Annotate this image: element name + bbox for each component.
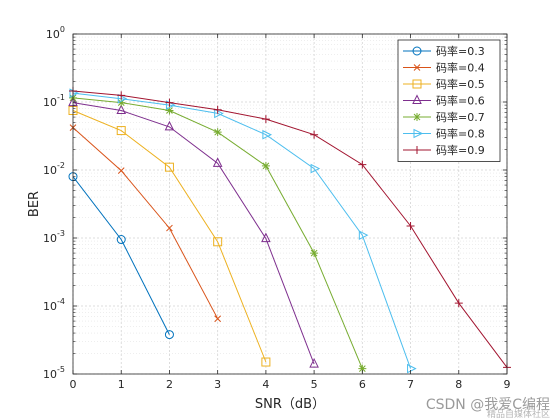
series-line xyxy=(72,90,508,368)
data-point xyxy=(165,106,174,115)
data-point xyxy=(358,160,367,169)
legend-entry: 码率=0.7 xyxy=(403,110,485,124)
data-point xyxy=(261,357,271,367)
y-axis-ticks: 100 10-1 10-2 10-3 10-4 10-5 xyxy=(43,25,507,381)
data-point xyxy=(117,167,125,174)
x-tick-label: 3 xyxy=(214,378,221,391)
series-3 xyxy=(68,105,271,367)
data-point xyxy=(213,128,222,137)
data-point xyxy=(413,128,424,139)
data-point xyxy=(454,299,463,308)
x-tick-label: 1 xyxy=(118,378,125,391)
legend-entry: 码率=0.8 xyxy=(403,127,485,141)
data-point xyxy=(412,94,422,104)
x-tick-label: 2 xyxy=(166,378,173,391)
series-line xyxy=(72,176,170,335)
data-point xyxy=(164,162,174,172)
watermark-subtext: 精品自媒体社区 xyxy=(486,410,550,420)
x-tick-label: 0 xyxy=(70,378,77,391)
data-point xyxy=(261,115,270,124)
data-point xyxy=(310,249,319,258)
data-point xyxy=(413,146,421,154)
legend-label: 码率=0.5 xyxy=(436,77,485,91)
legend-label: 码率=0.6 xyxy=(436,94,485,108)
data-point xyxy=(407,363,417,374)
data-point xyxy=(165,98,174,107)
series-2 xyxy=(69,124,222,323)
series-6 xyxy=(69,88,417,374)
x-tick-label: 8 xyxy=(455,378,462,391)
data-point xyxy=(309,357,319,368)
data-point xyxy=(116,126,126,136)
data-point xyxy=(310,130,319,139)
x-tick-label: 9 xyxy=(504,378,511,391)
legend-label: 码率=0.4 xyxy=(436,61,485,75)
data-point xyxy=(358,364,367,373)
data-point xyxy=(214,315,222,323)
legend-label: 码率=0.7 xyxy=(436,110,485,124)
data-point xyxy=(261,232,271,243)
x-tick-label: 4 xyxy=(262,378,269,391)
data-point xyxy=(214,108,224,119)
series-line xyxy=(72,102,315,365)
x-axis-ticks: 0 1 2 3 4 5 6 7 8 9 xyxy=(70,34,511,391)
data-point xyxy=(262,129,273,140)
data-point xyxy=(116,104,127,114)
data-point xyxy=(358,230,369,240)
data-point xyxy=(164,330,174,340)
x-tick-label: 5 xyxy=(311,378,318,391)
legend-label: 码率=0.3 xyxy=(436,44,485,58)
legend-label: 码率=0.9 xyxy=(436,143,485,157)
grid xyxy=(72,33,508,375)
legend-entry: 码率=0.6 xyxy=(403,94,485,108)
data-point xyxy=(412,79,422,89)
legend-label: 码率=0.8 xyxy=(436,127,485,141)
data-point xyxy=(406,222,415,231)
axes-box xyxy=(72,33,508,375)
data-point xyxy=(261,161,270,170)
x-tick-label: 6 xyxy=(359,378,366,391)
data-point xyxy=(212,157,223,167)
y-tick-label: 10-5 xyxy=(43,365,65,381)
watermark: CSDN @我爱C编程 xyxy=(425,397,550,413)
data-point xyxy=(412,46,422,56)
legend-entry: 码率=0.3 xyxy=(403,44,485,58)
data-point xyxy=(164,120,175,131)
data-point xyxy=(117,98,126,107)
legend-entry: 码率=0.4 xyxy=(403,61,485,75)
data-point xyxy=(413,64,421,71)
y-axis-label: BER xyxy=(27,191,42,217)
y-tick-label: 10-3 xyxy=(43,229,65,245)
data-point xyxy=(117,91,126,100)
data-point xyxy=(310,163,321,174)
data-point xyxy=(213,105,222,114)
y-tick-label: 10-2 xyxy=(43,161,65,177)
data-point xyxy=(116,235,126,245)
series-line xyxy=(72,92,412,369)
data-point xyxy=(117,93,128,104)
x-axis-label: SNR（dB） xyxy=(255,397,325,412)
legend-entry: 码率=0.5 xyxy=(403,77,485,91)
data-point xyxy=(413,113,421,121)
x-tick-label: 7 xyxy=(407,378,414,391)
series-line xyxy=(72,110,267,363)
y-tick-label: 10-4 xyxy=(43,297,65,313)
data-point xyxy=(213,237,223,247)
y-tick-label: 10-1 xyxy=(43,93,65,109)
legend: 码率=0.3 码率=0.4 码率=0.5 码率=0.6 码率=0.7 码率=0.8 码率=0… xyxy=(397,39,501,162)
data-point xyxy=(166,224,173,232)
series-line xyxy=(72,127,219,319)
y-tick-label: 100 xyxy=(46,25,65,41)
legend-entry: 码率=0.9 xyxy=(403,143,485,157)
